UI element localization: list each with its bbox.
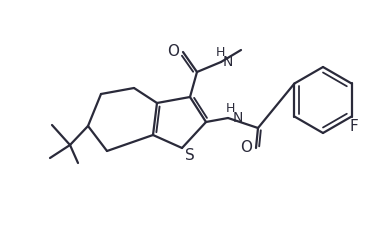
Text: O: O	[240, 141, 252, 156]
Text: N: N	[223, 55, 233, 69]
Text: N: N	[233, 111, 243, 125]
Text: H: H	[215, 46, 225, 60]
Text: O: O	[167, 45, 179, 60]
Text: H: H	[225, 103, 235, 115]
Text: S: S	[185, 149, 195, 164]
Text: F: F	[349, 119, 358, 134]
